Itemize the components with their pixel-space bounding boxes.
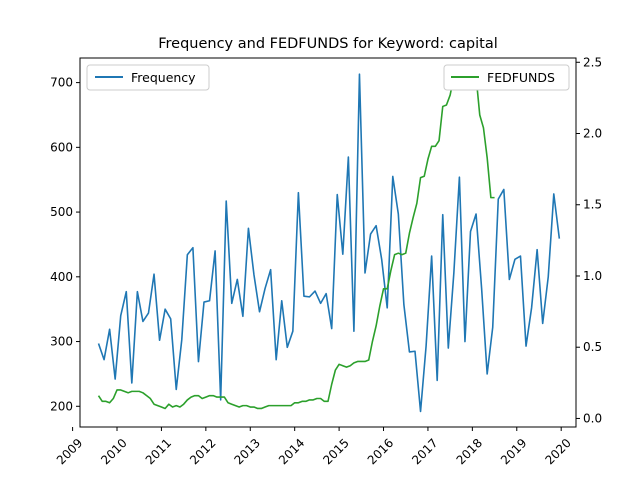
plot-frame xyxy=(79,57,577,428)
y-right-tick-label-2.0: 2.0 xyxy=(583,127,602,141)
y-left-tick-label-200: 200 xyxy=(50,399,73,413)
x-tick-label-2018: 2018 xyxy=(454,436,485,467)
x-tick-label-2017: 2017 xyxy=(409,436,440,467)
x-tick-label-2015: 2015 xyxy=(320,436,351,467)
y-left-tick-label-500: 500 xyxy=(50,205,73,219)
legend-frequency: Frequency xyxy=(86,64,210,91)
x-tick-label-2013: 2013 xyxy=(232,436,263,467)
series-line-frequency xyxy=(97,73,561,413)
x-tick-label-2010: 2010 xyxy=(98,436,129,467)
y-left-tick-label-600: 600 xyxy=(50,140,73,154)
y-left-tick-label-400: 400 xyxy=(50,270,73,284)
y-right-tick-label-2.5: 2.5 xyxy=(583,55,602,69)
legend-frequency-box xyxy=(86,64,210,91)
x-tick-label-2011: 2011 xyxy=(143,436,174,467)
y-right-tick-label-0.5: 0.5 xyxy=(583,340,602,354)
y-right-tick-label-1.0: 1.0 xyxy=(583,269,602,283)
y-right-tick-label-0.0: 0.0 xyxy=(583,411,602,425)
legend-fedfunds-box xyxy=(443,64,570,91)
chart-title: Frequency and FEDFUNDS for Keyword: capi… xyxy=(158,36,498,52)
axes-layer: 2009 2010 2011 2012 2013 2014 2015 2016 2017 2018… xyxy=(50,55,602,467)
y-right-tick-label-1.5: 1.5 xyxy=(583,198,602,212)
y-left-tick-label-300: 300 xyxy=(50,335,73,349)
x-tick-label-2014: 2014 xyxy=(276,436,307,467)
y-left-tick-label-700: 700 xyxy=(50,76,73,90)
legend-frequency-label: Frequency xyxy=(131,70,196,85)
x-tick-label-2012: 2012 xyxy=(187,436,218,467)
x-tick-label-2016: 2016 xyxy=(365,436,396,467)
x-tick-label-2009: 2009 xyxy=(54,436,85,467)
legend-fedfunds-label: FEDFUNDS xyxy=(487,70,555,85)
series-layer xyxy=(97,73,561,413)
x-tick-label-2020: 2020 xyxy=(542,436,573,467)
series-line-fedfunds xyxy=(97,74,495,410)
legend-fedfunds: FEDFUNDS xyxy=(443,64,570,91)
x-tick-label-2019: 2019 xyxy=(498,436,529,467)
